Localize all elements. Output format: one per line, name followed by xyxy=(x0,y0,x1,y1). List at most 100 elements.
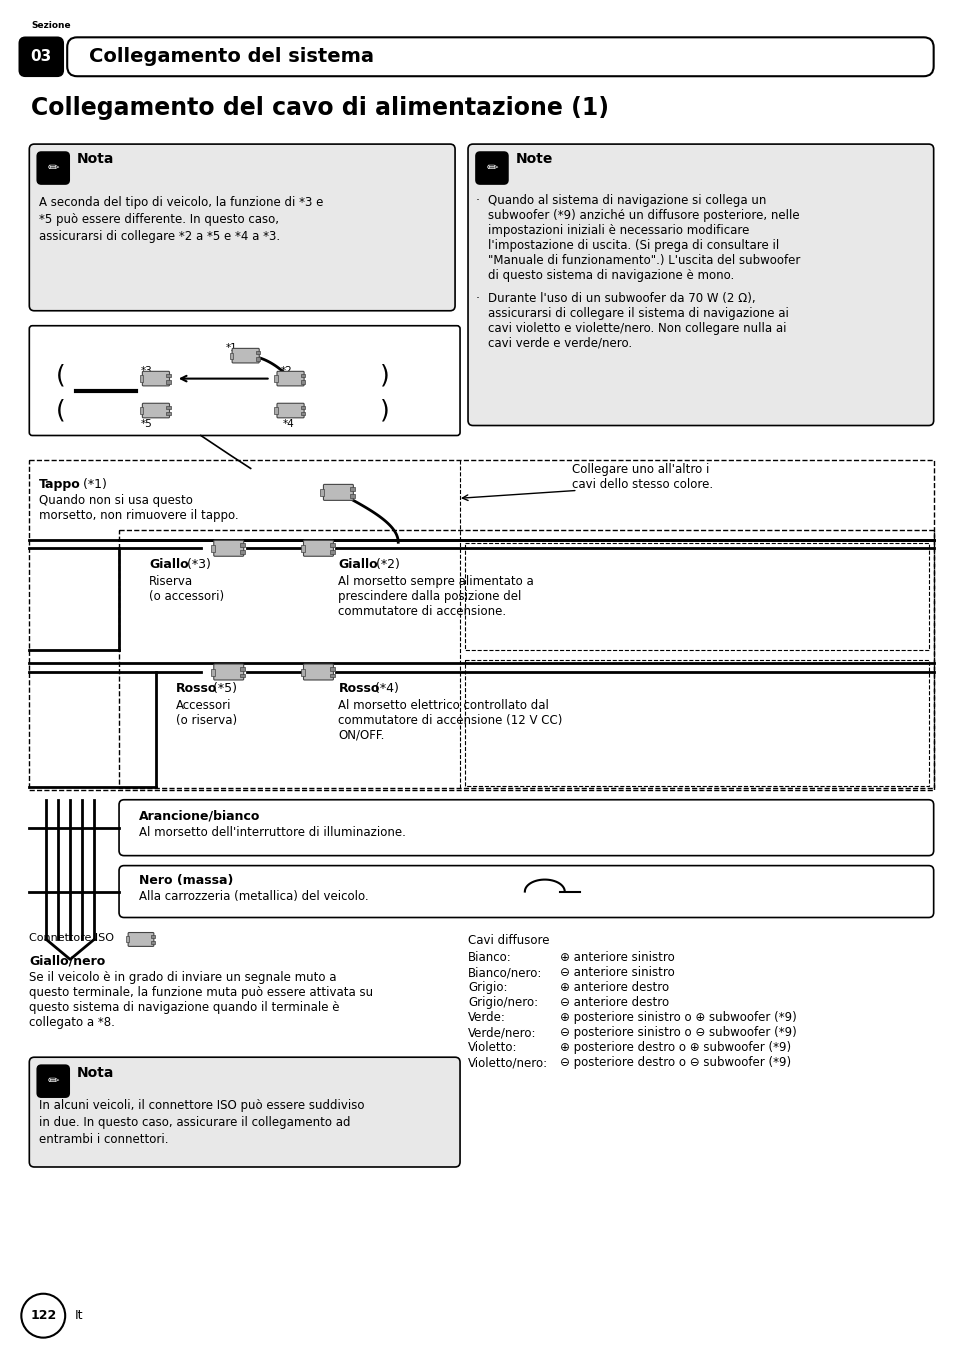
Text: 03: 03 xyxy=(30,49,51,64)
Text: ): ) xyxy=(380,364,390,388)
Bar xyxy=(320,489,324,496)
Text: ·: · xyxy=(476,292,479,304)
Bar xyxy=(240,542,245,546)
Text: Nero (massa): Nero (massa) xyxy=(139,873,233,887)
Bar xyxy=(166,373,171,377)
FancyBboxPatch shape xyxy=(37,151,70,184)
Text: Cavi diffusore: Cavi diffusore xyxy=(468,934,549,948)
FancyBboxPatch shape xyxy=(323,484,353,500)
Bar xyxy=(140,407,143,414)
FancyBboxPatch shape xyxy=(476,151,507,184)
Text: commutatore di accensione (12 V CC): commutatore di accensione (12 V CC) xyxy=(338,714,562,727)
Bar xyxy=(300,412,305,415)
FancyBboxPatch shape xyxy=(30,1057,459,1167)
Text: Alla carrozzeria (metallica) del veicolo.: Alla carrozzeria (metallica) del veicolo… xyxy=(139,890,368,903)
Text: (*2): (*2) xyxy=(372,558,399,572)
FancyBboxPatch shape xyxy=(232,349,259,362)
Text: Collegamento del sistema: Collegamento del sistema xyxy=(89,47,374,66)
Text: (: ( xyxy=(56,364,66,388)
FancyBboxPatch shape xyxy=(119,800,933,856)
Bar xyxy=(330,550,335,554)
Text: assicurarsi di collegare il sistema di navigazione ai: assicurarsi di collegare il sistema di n… xyxy=(487,307,788,320)
Text: Quando al sistema di navigazione si collega un: Quando al sistema di navigazione si coll… xyxy=(487,193,765,207)
Bar xyxy=(240,673,245,677)
Bar xyxy=(211,545,214,552)
Bar xyxy=(151,934,154,938)
Bar xyxy=(126,937,129,942)
FancyBboxPatch shape xyxy=(30,145,455,311)
Text: Connettore ISO: Connettore ISO xyxy=(30,933,114,944)
FancyBboxPatch shape xyxy=(37,1065,70,1096)
Bar xyxy=(30,461,933,790)
Text: *2: *2 xyxy=(280,365,292,376)
Text: 122: 122 xyxy=(30,1309,56,1322)
Text: *3: *3 xyxy=(141,365,152,376)
Bar xyxy=(255,357,260,361)
Text: questo sistema di navigazione quando il terminale è: questo sistema di navigazione quando il … xyxy=(30,1002,339,1014)
Bar xyxy=(330,542,335,546)
Text: Al morsetto elettrico controllato dal: Al morsetto elettrico controllato dal xyxy=(338,699,549,713)
Text: Bianco:: Bianco: xyxy=(468,952,511,964)
Text: l'impostazione di uscita. (Si prega di consultare il: l'impostazione di uscita. (Si prega di c… xyxy=(487,239,779,251)
Text: ⊕ anteriore destro: ⊕ anteriore destro xyxy=(559,982,668,994)
Bar xyxy=(274,376,277,381)
Text: Al morsetto sempre alimentato a: Al morsetto sempre alimentato a xyxy=(338,575,534,588)
Text: Giallo: Giallo xyxy=(338,558,377,572)
Text: ⊕ anteriore sinistro: ⊕ anteriore sinistro xyxy=(559,952,674,964)
Bar xyxy=(166,406,171,410)
Text: Sezione: Sezione xyxy=(31,22,71,30)
Text: Durante l'uso di un subwoofer da 70 W (2 Ω),: Durante l'uso di un subwoofer da 70 W (2… xyxy=(487,292,755,304)
Text: cavi violetto e violette/nero. Non collegare nulla ai: cavi violetto e violette/nero. Non colle… xyxy=(487,322,785,335)
Text: ⊖ anteriore destro: ⊖ anteriore destro xyxy=(559,996,668,1010)
Bar xyxy=(464,660,927,786)
Bar xyxy=(119,530,933,788)
Text: A seconda del tipo di veicolo, la funzione di *3 e: A seconda del tipo di veicolo, la funzio… xyxy=(39,196,323,210)
Text: Giallo/nero: Giallo/nero xyxy=(30,955,106,968)
Text: (*4): (*4) xyxy=(371,681,398,695)
FancyBboxPatch shape xyxy=(128,933,153,946)
Text: Bianco/nero:: Bianco/nero: xyxy=(468,967,542,979)
Text: (o riserva): (o riserva) xyxy=(175,714,236,727)
Text: Quando non si usa questo: Quando non si usa questo xyxy=(39,495,193,507)
Bar xyxy=(300,406,305,410)
Text: Verde/nero:: Verde/nero: xyxy=(468,1026,536,1040)
Bar xyxy=(140,376,143,381)
FancyBboxPatch shape xyxy=(142,372,170,385)
Bar xyxy=(166,412,171,415)
Text: Verde:: Verde: xyxy=(468,1011,505,1025)
FancyBboxPatch shape xyxy=(468,145,933,426)
Text: (*5): (*5) xyxy=(209,681,236,695)
Text: Se il veicolo è in grado di inviare un segnale muto a: Se il veicolo è in grado di inviare un s… xyxy=(30,971,336,984)
Text: ON/OFF.: ON/OFF. xyxy=(338,729,384,742)
Bar xyxy=(350,487,355,491)
Text: assicurarsi di collegare *2 a *5 e *4 a *3.: assicurarsi di collegare *2 a *5 e *4 a … xyxy=(39,230,280,243)
Text: Grigio/nero:: Grigio/nero: xyxy=(468,996,537,1010)
Circle shape xyxy=(21,1294,65,1337)
Bar xyxy=(300,373,305,377)
Text: impostazioni iniziali è necessario modificare: impostazioni iniziali è necessario modif… xyxy=(487,224,748,237)
Bar xyxy=(300,380,305,384)
Text: Collegamento del cavo di alimentazione (1): Collegamento del cavo di alimentazione (… xyxy=(31,96,609,120)
Text: Accessori: Accessori xyxy=(175,699,232,713)
FancyBboxPatch shape xyxy=(213,664,243,680)
Bar xyxy=(274,407,277,414)
Text: ✏: ✏ xyxy=(48,161,59,174)
Text: entrambi i connettori.: entrambi i connettori. xyxy=(39,1133,169,1146)
Bar xyxy=(230,353,233,358)
Text: (o accessori): (o accessori) xyxy=(149,591,224,603)
Text: Rosso: Rosso xyxy=(338,681,379,695)
Bar xyxy=(211,668,214,676)
Bar xyxy=(330,667,335,671)
FancyBboxPatch shape xyxy=(276,372,304,385)
FancyBboxPatch shape xyxy=(67,38,933,76)
Text: *5 può essere differente. In questo caso,: *5 può essere differente. In questo caso… xyxy=(39,214,279,226)
Text: Violetto:: Violetto: xyxy=(468,1041,517,1055)
Text: cavi verde e verde/nero.: cavi verde e verde/nero. xyxy=(487,337,632,350)
FancyBboxPatch shape xyxy=(213,541,243,556)
Text: It: It xyxy=(75,1309,84,1322)
Text: ·: · xyxy=(476,193,479,207)
Text: Rosso: Rosso xyxy=(175,681,217,695)
FancyBboxPatch shape xyxy=(142,403,170,418)
FancyBboxPatch shape xyxy=(303,541,333,556)
Text: Al morsetto dell'interruttore di illuminazione.: Al morsetto dell'interruttore di illumin… xyxy=(139,826,405,838)
